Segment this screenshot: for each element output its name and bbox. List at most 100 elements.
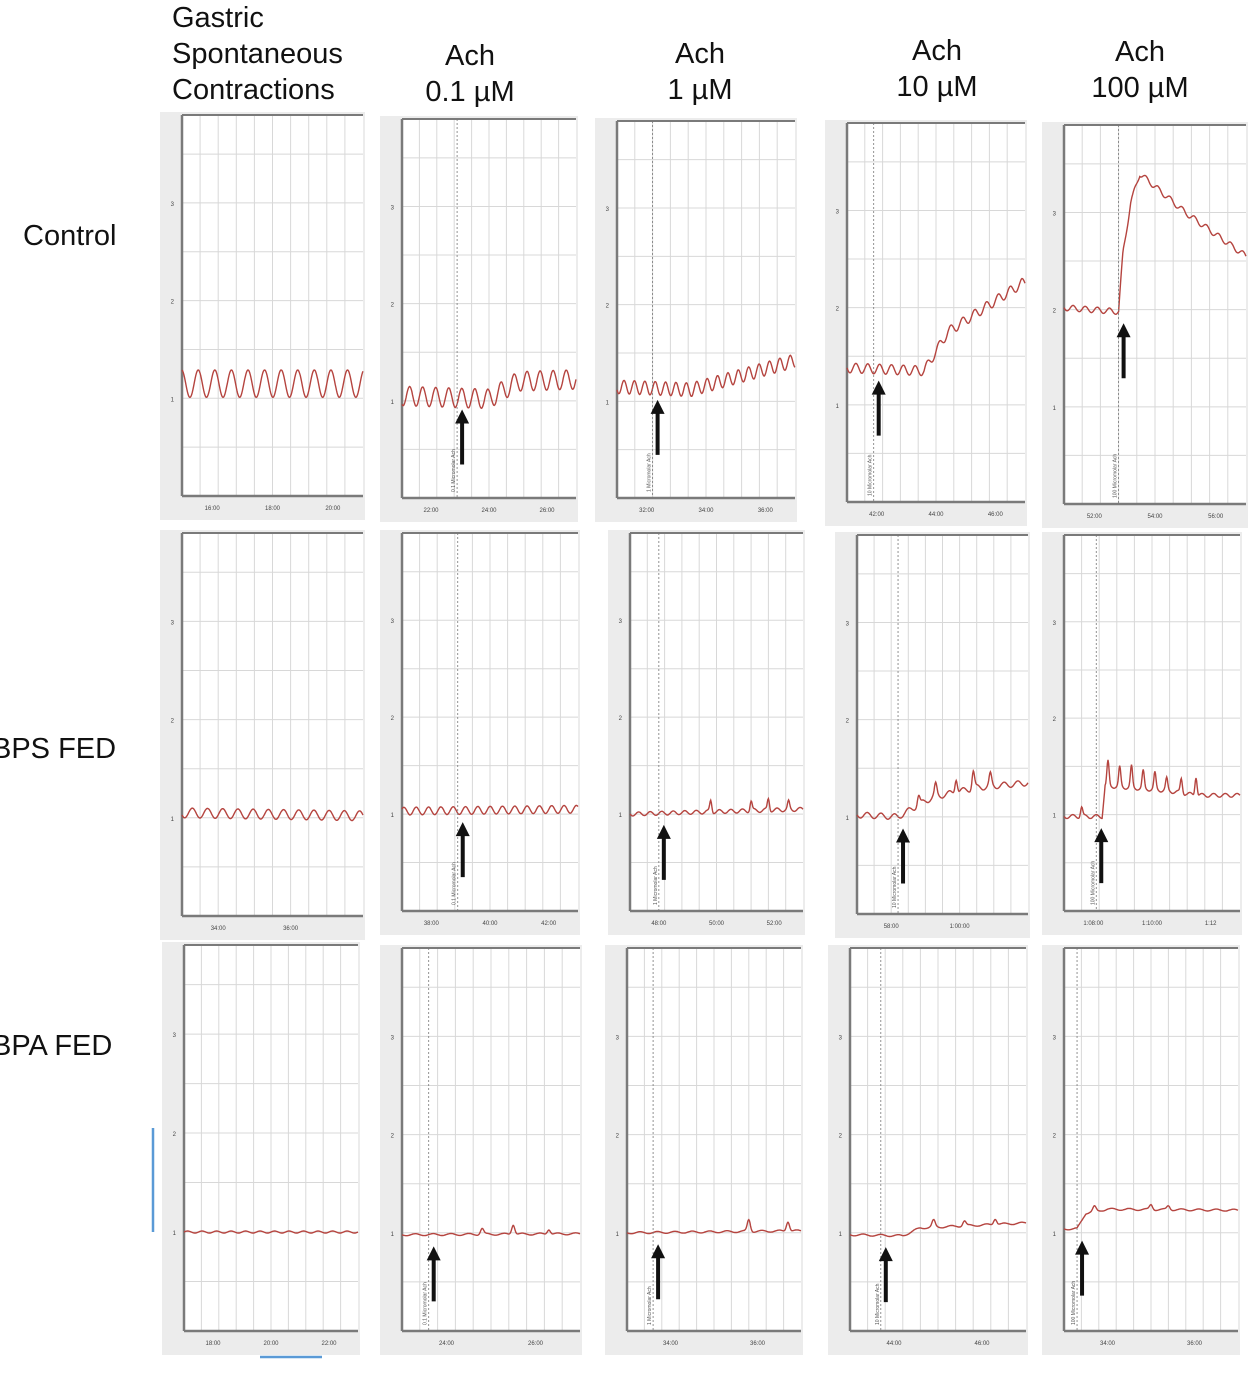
x-tick-label: 32:00 xyxy=(639,508,655,514)
y-tick-label: 3 xyxy=(171,620,175,626)
x-tick-label: 36:00 xyxy=(750,1341,766,1347)
trace-panel: 1 2 3 18:00 20:00 22:00 xyxy=(162,942,360,1355)
y-tick-label: 1 xyxy=(171,397,175,403)
y-tick-label: 1 xyxy=(173,1231,177,1237)
x-tick-label: 44:00 xyxy=(886,1341,902,1347)
y-tick-label: 2 xyxy=(1053,717,1057,723)
x-tick-label: 26:00 xyxy=(528,1341,544,1347)
x-tick-label: 56:00 xyxy=(1208,514,1224,520)
header-line: Ach xyxy=(445,40,495,72)
x-tick-label: 54:00 xyxy=(1147,514,1163,520)
x-tick-label: 26:00 xyxy=(539,508,555,514)
y-tick-label: 2 xyxy=(391,1134,395,1140)
trace-line xyxy=(616,354,796,397)
y-tick-label: 1 xyxy=(1053,406,1057,412)
ach-marker-label: 1 Micromolar Ach xyxy=(653,866,659,905)
trace-panel: 1 2 3 58:00 1:00:00 10 Micromolar Ach xyxy=(835,532,1030,938)
y-tick-label: 3 xyxy=(619,619,623,625)
x-tick-label: 22:00 xyxy=(321,1341,337,1347)
x-tick-label: 34:00 xyxy=(698,508,714,514)
x-tick-label: 58:00 xyxy=(884,924,900,930)
ach-marker-label: 0.1 Micromolar Ach xyxy=(451,449,457,492)
trace-line xyxy=(849,1218,1027,1238)
arrow-icon xyxy=(651,1244,666,1259)
x-tick-label: 42:00 xyxy=(869,512,885,518)
x-tick-label: 50:00 xyxy=(709,921,725,927)
ach-marker-label: 10 Micromolar Ach xyxy=(875,1283,881,1325)
y-tick-label: 1 xyxy=(391,400,395,406)
trace-panel: 1 2 3 16:00 18:00 20:00 xyxy=(160,112,365,520)
arrow-icon xyxy=(1075,1240,1090,1255)
ach-marker-label: 1 Micromolar Ach xyxy=(647,453,653,492)
header-line: 1 µM xyxy=(667,74,733,106)
y-tick-label: 3 xyxy=(391,205,395,211)
y-tick-label: 2 xyxy=(839,1134,843,1140)
y-tick-label: 1 xyxy=(606,400,610,406)
arrow-icon xyxy=(426,1246,441,1261)
x-tick-label: 52:00 xyxy=(1087,514,1103,520)
x-tick-label: 52:00 xyxy=(767,921,783,927)
x-tick-label: 20:00 xyxy=(263,1341,279,1347)
ach-marker-label: 100 Micromolar Ach xyxy=(1071,1281,1077,1325)
trace-panel: 1 2 3 52:00 54:00 56:00 100 Micromolar Ach xyxy=(1042,122,1248,528)
arrow-icon xyxy=(656,824,671,839)
trace-line xyxy=(1063,1203,1239,1231)
x-tick-label: 24:00 xyxy=(481,508,497,514)
y-tick-label: 3 xyxy=(173,1033,177,1039)
y-tick-label: 2 xyxy=(606,304,610,310)
header-line: Contractions xyxy=(172,74,335,106)
x-tick-label: 36:00 xyxy=(758,508,774,514)
arrow-icon xyxy=(1116,323,1131,338)
x-tick-label: 1:08:00 xyxy=(1083,921,1104,927)
column-header-ach-1: Ach 1 µM xyxy=(625,36,775,108)
trace-line xyxy=(1063,174,1247,316)
y-tick-label: 2 xyxy=(836,307,840,313)
x-tick-label: 22:00 xyxy=(423,508,439,514)
x-tick-label: 34:00 xyxy=(1100,1341,1116,1347)
header-line: 0.1 µM xyxy=(425,76,515,108)
arrow-icon xyxy=(1094,828,1109,843)
x-tick-label: 46:00 xyxy=(988,512,1004,518)
x-tick-label: 18:00 xyxy=(205,1341,221,1347)
ach-marker-label: 100 Micromolar Ach xyxy=(1090,861,1096,905)
trace-panel: 1 2 3 48:00 50:00 52:00 1 Micromolar Ach xyxy=(608,530,805,935)
y-tick-label: 2 xyxy=(1053,1134,1057,1140)
header-line: Ach xyxy=(675,38,725,70)
trace-line xyxy=(626,1218,802,1235)
y-tick-label: 3 xyxy=(606,207,610,213)
x-tick-label: 1:00:00 xyxy=(950,924,971,930)
y-tick-label: 3 xyxy=(1053,1035,1057,1041)
trace-panel: 1 2 3 34:00 36:00 xyxy=(160,530,365,940)
ach-marker-label: 0.1 Micromolar Ach xyxy=(452,862,458,905)
header-line: 10 µM xyxy=(896,71,978,103)
trace-line xyxy=(401,804,579,816)
arrow-icon xyxy=(455,409,470,424)
y-tick-label: 2 xyxy=(619,716,623,722)
x-tick-label: 48:00 xyxy=(651,921,667,927)
x-tick-label: 36:00 xyxy=(283,926,299,932)
header-line: Ach xyxy=(1115,36,1165,68)
trace-panel: 1 2 3 42:00 44:00 46:00 10 Micromolar Ach xyxy=(825,120,1027,526)
trace-line xyxy=(181,807,364,822)
column-header-ach-10: Ach 10 µM xyxy=(862,33,1012,105)
x-tick-label: 18:00 xyxy=(265,506,281,512)
trace-line xyxy=(183,1230,359,1234)
trace-line xyxy=(846,277,1026,377)
y-tick-label: 1 xyxy=(391,813,395,819)
x-tick-label: 34:00 xyxy=(211,926,227,932)
arrow-icon xyxy=(878,1247,893,1262)
trace-panel: 1 2 3 22:00 24:00 26:00 0.1 Micromolar Ach xyxy=(380,116,578,522)
y-tick-label: 2 xyxy=(1053,309,1057,315)
x-tick-label: 42:00 xyxy=(541,921,557,927)
arrow-icon xyxy=(896,828,911,843)
header-line: Spontaneous xyxy=(172,38,343,70)
y-tick-label: 3 xyxy=(1053,621,1057,627)
header-line: Gastric xyxy=(172,2,264,34)
x-tick-label: 16:00 xyxy=(205,506,221,512)
header-line: Ach xyxy=(912,35,962,67)
y-tick-label: 2 xyxy=(846,719,850,725)
ach-marker-label: 0.1 Micromolar Ach xyxy=(423,1282,429,1325)
y-tick-label: 3 xyxy=(391,619,395,625)
x-tick-label: 1:10:00 xyxy=(1142,921,1163,927)
y-tick-label: 1 xyxy=(839,1232,843,1238)
